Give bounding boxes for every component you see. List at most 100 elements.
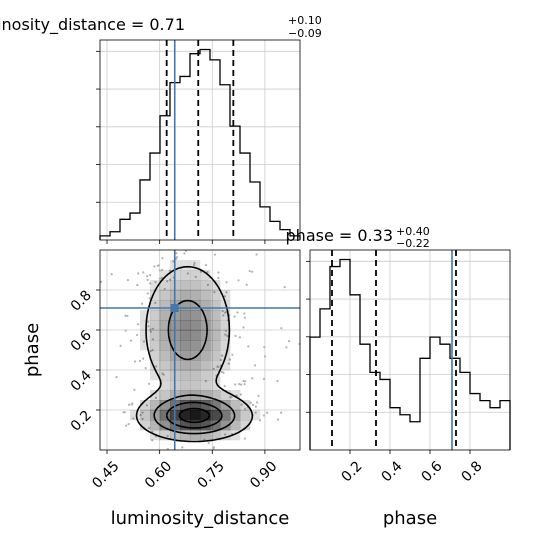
sample-point bbox=[224, 433, 227, 436]
density-cell bbox=[240, 410, 251, 421]
sample-point bbox=[157, 264, 160, 267]
sample-point bbox=[110, 273, 113, 276]
phase-histogram-step bbox=[309, 258, 511, 450]
density-cell bbox=[200, 300, 211, 311]
sample-point bbox=[175, 257, 178, 260]
density-cell bbox=[200, 340, 211, 351]
sample-point bbox=[225, 281, 228, 284]
density-cell bbox=[200, 320, 211, 331]
density-cell bbox=[190, 290, 201, 301]
sample-point bbox=[194, 275, 197, 278]
joint-density-panel: 0.45 0.60 0.75 0.90 0.2 0.4 0.6 0.8 luminosity_… bbox=[22, 249, 301, 529]
density-cell bbox=[220, 430, 231, 441]
density-cell bbox=[160, 290, 171, 301]
density-cell bbox=[200, 330, 211, 341]
sample-point bbox=[184, 250, 188, 252]
density-cell bbox=[210, 350, 221, 361]
density-cell bbox=[150, 300, 161, 311]
sample-point bbox=[151, 439, 154, 442]
density-cell bbox=[180, 320, 191, 331]
density-cell bbox=[210, 370, 221, 381]
sample-point bbox=[136, 323, 140, 326]
sample-point bbox=[248, 270, 251, 273]
sample-point bbox=[145, 404, 148, 407]
sample-point bbox=[220, 354, 224, 357]
sample-point bbox=[207, 441, 210, 445]
sample-point bbox=[222, 371, 225, 374]
sample-point bbox=[149, 273, 152, 277]
sample-point bbox=[224, 333, 227, 336]
sample-point bbox=[254, 405, 257, 408]
density-cell bbox=[160, 320, 171, 331]
density-cell bbox=[130, 410, 141, 421]
sample-point bbox=[149, 330, 152, 333]
density-cell bbox=[200, 290, 211, 301]
sample-point bbox=[183, 252, 186, 255]
sample-point bbox=[265, 411, 269, 414]
sample-point bbox=[193, 261, 196, 265]
phase-title: phase = 0.33 bbox=[286, 226, 393, 245]
density-cell bbox=[190, 410, 201, 421]
sample-point bbox=[147, 325, 150, 328]
contour-level-3 bbox=[178, 407, 211, 424]
sample-point bbox=[186, 272, 189, 275]
density-cell bbox=[160, 390, 171, 401]
sample-point bbox=[234, 383, 237, 386]
sample-point bbox=[166, 448, 169, 450]
sample-point bbox=[172, 260, 175, 263]
sample-point bbox=[142, 357, 145, 360]
density-cell bbox=[180, 380, 191, 391]
sample-point bbox=[276, 418, 280, 421]
density-cell bbox=[160, 300, 171, 311]
density-cell bbox=[160, 420, 171, 431]
density-cell bbox=[140, 340, 151, 351]
y-axis-label-phase: phase bbox=[22, 323, 43, 377]
sample-point bbox=[251, 270, 254, 273]
density-cell bbox=[200, 280, 211, 291]
density-cell bbox=[150, 350, 161, 361]
sample-point bbox=[219, 358, 222, 362]
luminosity-distance-histogram-panel: luminosity_distance = 0.71 +0.10 −0.09 bbox=[0, 14, 322, 244]
sample-point bbox=[257, 394, 260, 397]
density-cell bbox=[190, 260, 201, 271]
density-cell bbox=[190, 400, 201, 411]
sample-point bbox=[216, 365, 219, 368]
density-cell bbox=[180, 370, 191, 381]
density-cell bbox=[140, 400, 151, 411]
sample-point bbox=[151, 338, 154, 341]
sample-point bbox=[133, 360, 137, 363]
density-cell bbox=[220, 390, 231, 401]
sample-point bbox=[283, 286, 286, 289]
density-cell bbox=[180, 350, 191, 361]
sample-point bbox=[146, 275, 149, 278]
density-cell bbox=[180, 300, 191, 311]
density-cell bbox=[190, 360, 201, 371]
density-cell bbox=[160, 360, 171, 371]
density-cell bbox=[200, 400, 211, 411]
density-cell bbox=[220, 340, 231, 351]
density-cell bbox=[190, 320, 201, 331]
sample-point bbox=[129, 339, 133, 342]
density-cell bbox=[150, 400, 161, 411]
sample-point bbox=[262, 377, 266, 381]
sample-point bbox=[139, 413, 142, 417]
x-axis-label-luminosity-distance: luminosity_distance bbox=[111, 508, 290, 529]
sample-point bbox=[249, 401, 252, 404]
sample-point bbox=[212, 447, 215, 450]
sample-point bbox=[262, 414, 266, 417]
density-cell bbox=[220, 320, 231, 331]
sample-point bbox=[151, 430, 154, 433]
density-cell bbox=[240, 420, 251, 431]
density-cell bbox=[200, 360, 211, 371]
density-cell bbox=[180, 420, 191, 431]
sample-point bbox=[245, 283, 248, 286]
density-cell bbox=[190, 430, 201, 441]
density-cell bbox=[150, 340, 161, 351]
sample-point bbox=[263, 346, 266, 349]
density-cell bbox=[210, 360, 221, 371]
sample-point bbox=[153, 265, 156, 268]
density-cell bbox=[190, 420, 201, 431]
sample-point bbox=[217, 276, 220, 280]
density-cell bbox=[220, 420, 231, 431]
sample-point bbox=[163, 287, 166, 291]
